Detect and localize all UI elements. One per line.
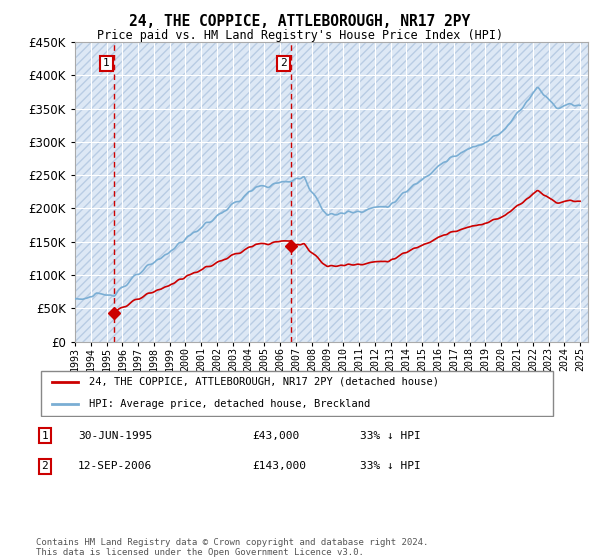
Text: 2: 2 xyxy=(280,58,287,68)
Text: HPI: Average price, detached house, Breckland: HPI: Average price, detached house, Brec… xyxy=(89,399,370,409)
Text: 30-JUN-1995: 30-JUN-1995 xyxy=(78,431,152,441)
Text: 33% ↓ HPI: 33% ↓ HPI xyxy=(360,431,421,441)
Text: 33% ↓ HPI: 33% ↓ HPI xyxy=(360,461,421,472)
Text: 1: 1 xyxy=(41,431,49,441)
Text: 1: 1 xyxy=(103,58,110,68)
Text: Price paid vs. HM Land Registry's House Price Index (HPI): Price paid vs. HM Land Registry's House … xyxy=(97,29,503,42)
Text: 2: 2 xyxy=(41,461,49,472)
Text: £143,000: £143,000 xyxy=(252,461,306,472)
Text: 12-SEP-2006: 12-SEP-2006 xyxy=(78,461,152,472)
Text: Contains HM Land Registry data © Crown copyright and database right 2024.
This d: Contains HM Land Registry data © Crown c… xyxy=(36,538,428,557)
FancyBboxPatch shape xyxy=(41,371,553,416)
Text: £43,000: £43,000 xyxy=(252,431,299,441)
Text: 24, THE COPPICE, ATTLEBOROUGH, NR17 2PY: 24, THE COPPICE, ATTLEBOROUGH, NR17 2PY xyxy=(130,14,470,29)
Text: 24, THE COPPICE, ATTLEBOROUGH, NR17 2PY (detached house): 24, THE COPPICE, ATTLEBOROUGH, NR17 2PY … xyxy=(89,376,439,386)
